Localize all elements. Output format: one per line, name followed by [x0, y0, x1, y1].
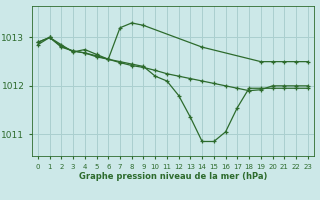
X-axis label: Graphe pression niveau de la mer (hPa): Graphe pression niveau de la mer (hPa): [79, 172, 267, 181]
